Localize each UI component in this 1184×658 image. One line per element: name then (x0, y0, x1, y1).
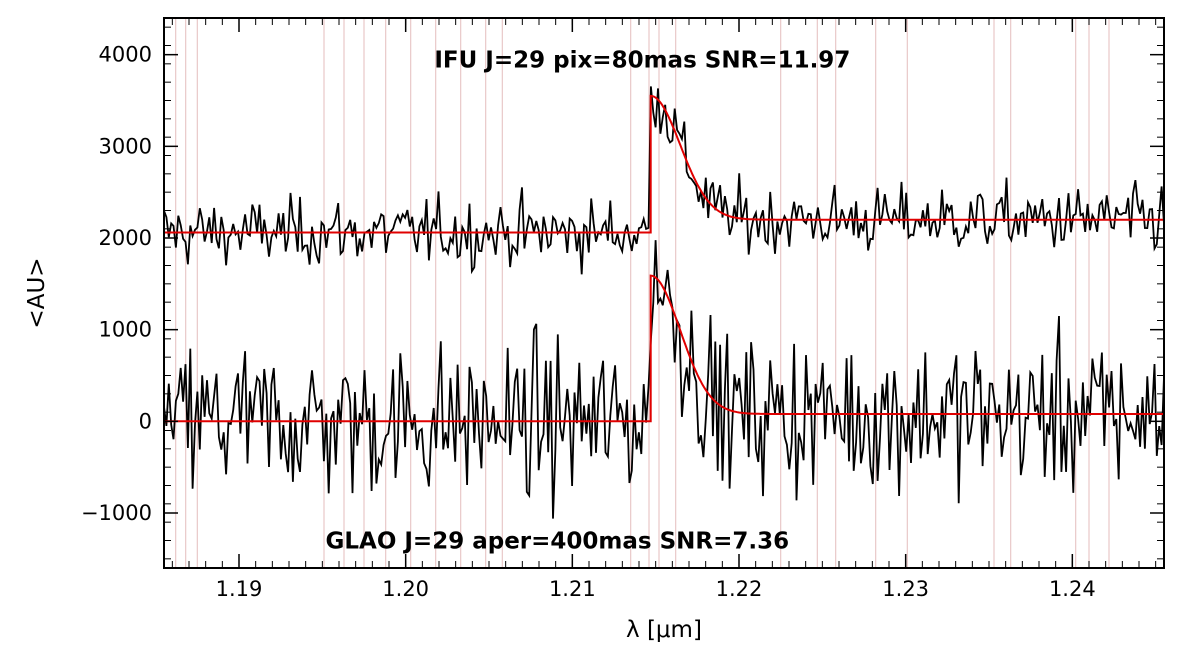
plot-frame (163, 17, 1165, 569)
x-tick-label: 1.24 (1049, 577, 1096, 601)
y-tick-label: 2000 (99, 226, 152, 250)
x-tick-label: 1.19 (216, 577, 263, 601)
x-tick-label: 1.21 (549, 577, 596, 601)
y-tick-label: 3000 (99, 134, 152, 158)
y-tick-label: 0 (139, 409, 152, 433)
y-tick-label: 1000 (99, 318, 152, 342)
series-0-model-line (164, 94, 1164, 234)
series-1-data-line (163, 240, 1165, 519)
x-axis-title: λ [μm] (626, 617, 702, 643)
y-tick-label: 4000 (99, 43, 152, 67)
annotation-ifu: IFU J=29 pix=80mas SNR=11.97 (434, 47, 850, 73)
tick-labels-layer: 1.19 1.20 1.21 1.22 1.23 1.24 −1000 0 1000 2000 30… (81, 43, 1096, 601)
series-1-model-line (164, 274, 1164, 423)
y-tick-label: −1000 (81, 501, 152, 525)
x-tick-label: 1.22 (716, 577, 763, 601)
x-tick-label: 1.23 (882, 577, 929, 601)
ticks-layer (164, 18, 1164, 568)
y-axis-title: <AU> (24, 257, 50, 328)
x-tick-label: 1.20 (382, 577, 429, 601)
series-0-data-line (163, 86, 1165, 275)
sky-lines-layer (175, 18, 1110, 568)
annotation-glao: GLAO J=29 aper=400mas SNR=7.36 (325, 529, 789, 555)
series-layer (163, 86, 1165, 519)
